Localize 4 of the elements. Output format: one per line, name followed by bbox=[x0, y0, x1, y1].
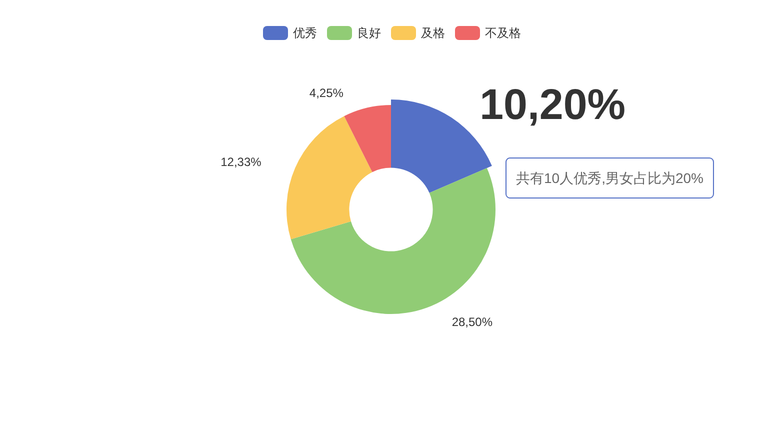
legend-label: 及格 bbox=[421, 26, 445, 40]
legend-label: 良好 bbox=[357, 26, 381, 40]
legend-label: 不及格 bbox=[485, 26, 521, 40]
legend-label: 优秀 bbox=[293, 26, 317, 40]
